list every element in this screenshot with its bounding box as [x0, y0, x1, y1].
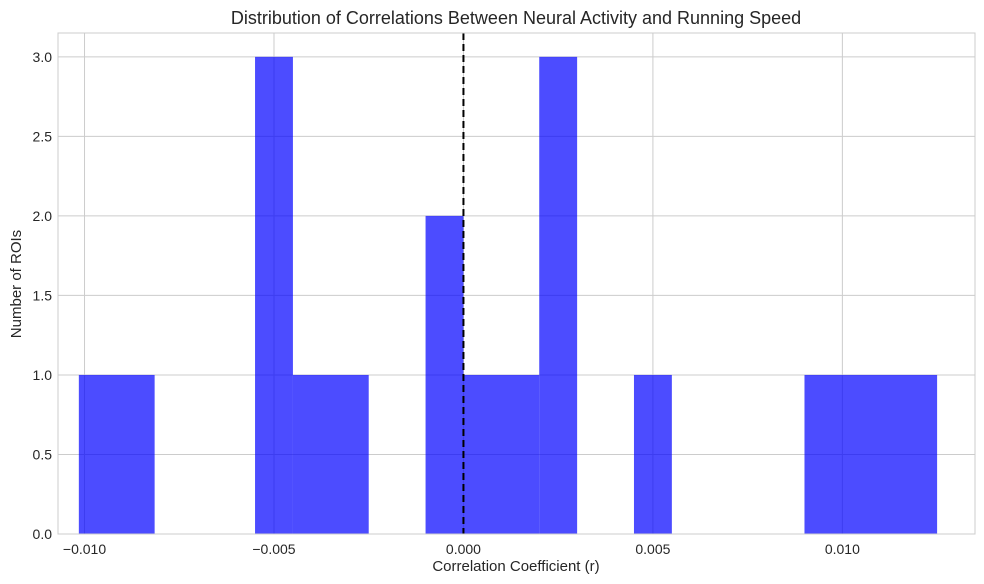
histogram-bar — [425, 215, 464, 534]
y-tick-label: 1.5 — [33, 287, 53, 303]
histogram-bars — [78, 56, 938, 534]
histogram-bar — [633, 374, 672, 534]
x-tick-label: −0.010 — [63, 541, 106, 557]
x-tick-labels: −0.010 −0.005 0.000 0.005 0.010 — [63, 541, 860, 557]
chart-title: Distribution of Correlations Between Neu… — [231, 8, 801, 28]
x-tick-label: 0.000 — [446, 541, 481, 557]
histogram-bar — [292, 374, 369, 534]
x-axis-label: Correlation Coefficient (r) — [432, 558, 599, 575]
x-tick-label: −0.005 — [252, 541, 295, 557]
x-tick-label: 0.010 — [825, 541, 860, 557]
x-tick-label: 0.005 — [635, 541, 670, 557]
y-tick-label: 0.0 — [33, 526, 53, 542]
y-tick-label: 2.5 — [33, 128, 53, 144]
histogram-bar — [804, 374, 938, 534]
histogram-bar — [539, 56, 578, 534]
y-tick-label: 1.0 — [33, 367, 53, 383]
y-tick-label: 2.0 — [33, 208, 53, 224]
y-tick-label: 0.5 — [33, 446, 53, 462]
histogram-bar — [78, 374, 155, 534]
y-axis-label: Number of ROIs — [8, 230, 25, 338]
y-tick-label: 3.0 — [33, 49, 53, 65]
y-tick-labels: 0.0 0.5 1.0 1.5 2.0 2.5 3.0 — [33, 49, 53, 542]
plot-frame — [57, 32, 976, 535]
histogram-bar — [255, 56, 293, 534]
histogram-bar — [463, 374, 540, 534]
